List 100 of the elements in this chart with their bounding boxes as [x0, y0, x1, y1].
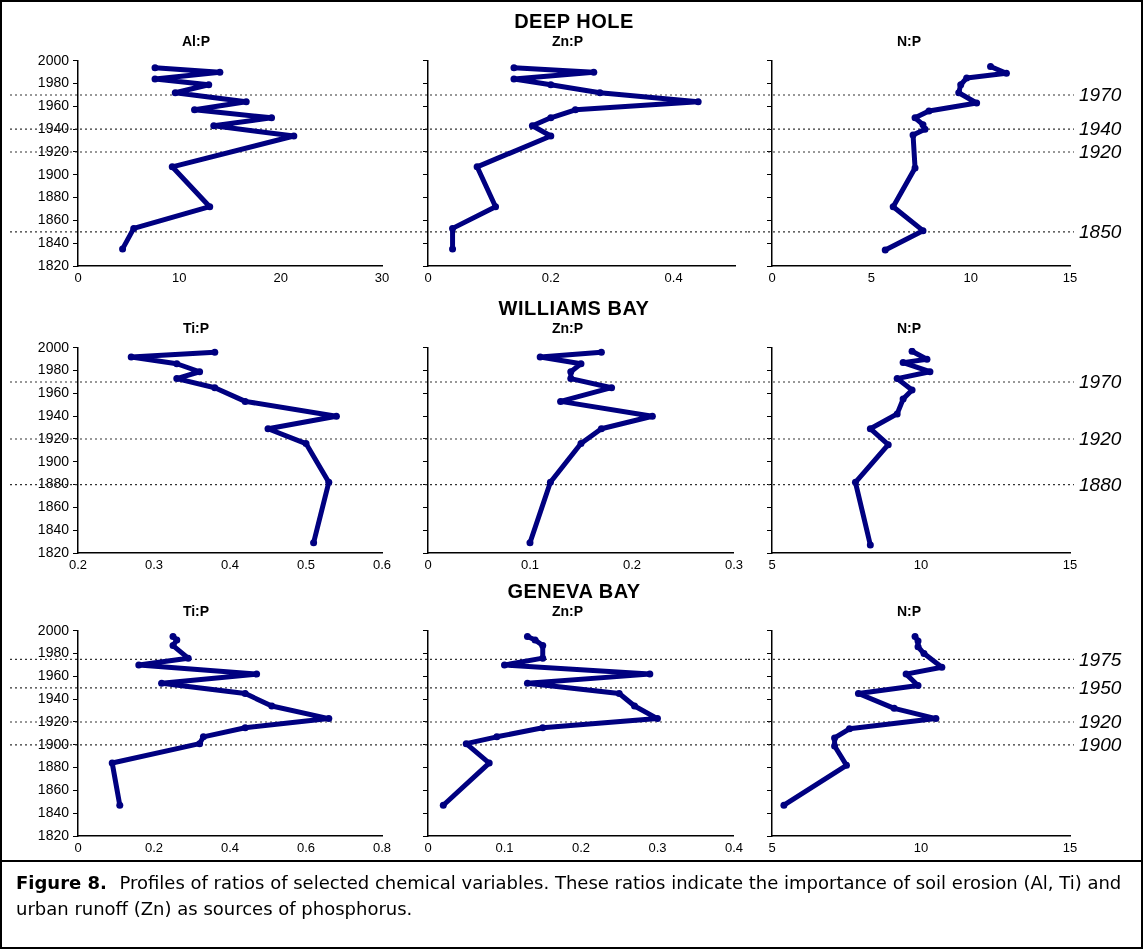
y-tick-label: 1900 — [37, 165, 70, 182]
caption: Figure 8. — [16, 872, 108, 893]
y-tick-label: 2000 — [37, 338, 70, 355]
ref-line-label: 1970 — [1079, 371, 1122, 393]
point — [911, 164, 919, 172]
point — [908, 347, 916, 355]
point — [191, 106, 199, 114]
point — [173, 360, 181, 368]
point — [902, 670, 910, 678]
point — [615, 690, 623, 697]
x-tick-label: 0.3 — [648, 840, 667, 856]
point — [528, 122, 536, 130]
point — [493, 733, 501, 741]
point — [158, 679, 166, 687]
y-tick-label: 1880 — [37, 758, 70, 775]
ref-line-label: 1920 — [1079, 141, 1122, 163]
point — [831, 742, 839, 750]
x-tick-label: 0 — [74, 840, 82, 856]
point — [510, 75, 518, 83]
point — [909, 131, 917, 139]
chart-title: Al:P — [182, 33, 210, 50]
point — [938, 663, 946, 671]
y-tick-label: 1880 — [37, 188, 70, 205]
point — [332, 412, 340, 420]
y-tick-label: 1940 — [37, 690, 70, 707]
point — [539, 654, 547, 662]
y-tick-label: 2000 — [37, 621, 70, 638]
x-tick-label: 10 — [172, 270, 187, 286]
point — [854, 690, 862, 697]
point — [171, 89, 179, 97]
point — [694, 98, 702, 106]
point — [526, 539, 534, 547]
chart-title: Ti:P — [182, 603, 210, 620]
point — [242, 98, 250, 106]
point — [653, 715, 661, 723]
x-tick-label: 10 — [963, 270, 978, 286]
point — [881, 246, 889, 254]
chart-title: N:P — [896, 320, 922, 337]
y-tick-label: 1920 — [37, 142, 70, 159]
y-tick-label: 1860 — [37, 211, 70, 228]
point — [577, 440, 585, 448]
x-tick-label: 0 — [424, 840, 432, 856]
point — [216, 68, 224, 76]
x-tick-label: 0.1 — [495, 840, 514, 856]
ref-line-label: 1880 — [1079, 473, 1122, 495]
text: WILLIAMS BAY — [497, 297, 651, 320]
point — [646, 670, 654, 678]
point — [523, 679, 531, 687]
ref-line-label: 1950 — [1079, 677, 1122, 699]
y-tick-label: 1960 — [37, 97, 70, 114]
point — [196, 368, 204, 376]
point — [899, 359, 907, 367]
point — [536, 353, 544, 361]
y-tick-label: 1900 — [37, 452, 70, 469]
ref-line-label: 1920 — [1079, 711, 1122, 733]
point — [485, 759, 493, 767]
point — [462, 740, 470, 748]
y-tick-label: 1880 — [37, 475, 70, 492]
chart-title: Zn:P — [551, 33, 584, 50]
x-tick-label: 0.1 — [520, 557, 540, 573]
ref-line-label: 1970 — [1079, 84, 1122, 106]
point — [567, 375, 575, 383]
y-tick-label: 1940 — [37, 407, 70, 424]
point — [547, 114, 555, 122]
point — [899, 395, 907, 403]
x-tick-label: 0.3 — [144, 557, 164, 573]
point — [845, 725, 853, 733]
x-tick-label: 0 — [74, 270, 82, 286]
point — [169, 642, 177, 650]
point — [325, 715, 333, 723]
x-tick-label: 10 — [913, 840, 929, 856]
point — [449, 245, 457, 253]
point — [531, 636, 539, 644]
point — [268, 114, 276, 122]
x-tick-label: 0 — [424, 557, 432, 573]
x-tick-label: 0.5 — [296, 557, 316, 573]
x-tick-label: 0.6 — [372, 557, 392, 573]
point — [127, 353, 135, 361]
point — [184, 654, 192, 662]
ref-line-label: 1920 — [1079, 428, 1122, 450]
point — [168, 163, 176, 171]
x-tick-label: 0.2 — [541, 270, 560, 286]
point — [523, 633, 531, 640]
point — [241, 690, 249, 697]
x-tick-label: 0.4 — [664, 270, 683, 286]
text: DEEP HOLE — [513, 10, 635, 33]
chart-title: N:P — [896, 33, 922, 50]
x-tick-label: 15 — [1062, 557, 1078, 573]
point — [914, 682, 922, 690]
point — [500, 661, 508, 669]
point — [547, 81, 555, 89]
point — [116, 801, 124, 809]
point — [241, 397, 249, 405]
point — [932, 715, 940, 723]
point — [211, 384, 219, 392]
point — [889, 203, 897, 211]
point — [557, 397, 565, 405]
point — [987, 63, 995, 70]
point — [492, 203, 500, 211]
x-tick-label: 0 — [768, 270, 776, 286]
